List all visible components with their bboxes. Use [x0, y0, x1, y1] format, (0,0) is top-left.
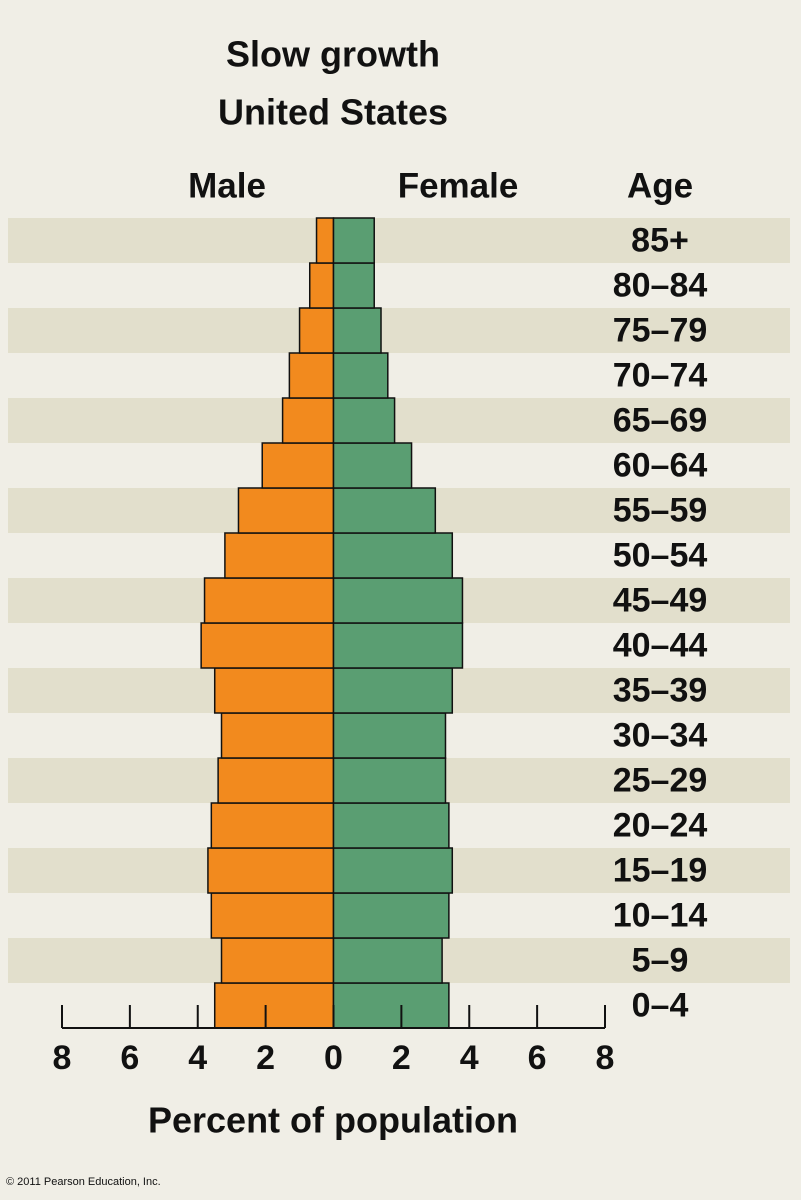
bar — [332, 352, 389, 399]
bar — [332, 712, 447, 759]
bar — [281, 397, 335, 444]
age-label: 5–9 — [632, 941, 689, 979]
bar — [332, 307, 382, 354]
bar — [332, 757, 447, 804]
chart-subtitle: United States — [218, 92, 448, 133]
age-label: 0–4 — [632, 986, 689, 1024]
age-label: 40–44 — [613, 626, 708, 664]
bar — [332, 577, 464, 624]
bar — [332, 667, 454, 714]
age-label: 75–79 — [613, 311, 708, 349]
bar — [288, 352, 335, 399]
x-tick-label: 6 — [528, 1039, 547, 1077]
x-tick-label: 6 — [120, 1039, 139, 1077]
x-tick-label: 2 — [256, 1039, 275, 1077]
bar — [332, 442, 413, 489]
bar — [207, 847, 335, 894]
x-tick-label: 4 — [460, 1039, 479, 1077]
legend-label: Female — [398, 166, 519, 205]
bar — [220, 937, 335, 984]
age-label: 20–24 — [613, 806, 708, 844]
age-label: 10–14 — [613, 896, 708, 934]
age-label: 30–34 — [613, 716, 708, 754]
x-tick-label: 2 — [392, 1039, 411, 1077]
row-stripe — [8, 398, 790, 443]
bar — [217, 757, 335, 804]
y-axis-label: Age — [627, 166, 693, 205]
bar — [332, 487, 437, 534]
age-label: 15–19 — [613, 851, 708, 889]
bar — [210, 802, 335, 849]
age-label: 70–74 — [613, 356, 708, 394]
age-label: 35–39 — [613, 671, 708, 709]
bar — [220, 712, 335, 759]
x-tick-label: 8 — [596, 1039, 615, 1077]
age-label: 85+ — [631, 221, 689, 259]
row-stripe — [8, 218, 790, 263]
bar — [308, 262, 335, 309]
legend-label: Male — [188, 166, 266, 205]
age-label: 60–64 — [613, 446, 708, 484]
bar — [224, 532, 335, 579]
bar — [332, 532, 454, 579]
bar — [203, 577, 335, 624]
bar — [332, 982, 450, 1029]
bar — [332, 622, 464, 669]
x-tick-label: 8 — [53, 1039, 72, 1077]
age-label: 65–69 — [613, 401, 708, 439]
copyright: © 2011 Pearson Education, Inc. — [6, 1176, 161, 1188]
bar — [298, 307, 335, 354]
bar — [332, 217, 375, 264]
row-stripe — [8, 308, 790, 353]
age-label: 25–29 — [613, 761, 708, 799]
bar — [332, 397, 396, 444]
chart-title: Slow growth — [226, 34, 440, 75]
bar — [332, 847, 454, 894]
x-axis-label: Percent of population — [148, 1100, 518, 1141]
age-label: 55–59 — [613, 491, 708, 529]
bar — [332, 262, 375, 309]
bar — [332, 937, 443, 984]
bar — [213, 667, 335, 714]
bar — [332, 892, 450, 939]
bar — [213, 982, 335, 1029]
bar — [237, 487, 335, 534]
age-label: 45–49 — [613, 581, 708, 619]
bar — [200, 622, 335, 669]
bar — [315, 217, 335, 264]
bar — [210, 892, 335, 939]
x-tick-label: 0 — [324, 1039, 343, 1077]
x-tick-label: 4 — [188, 1039, 207, 1077]
age-label: 50–54 — [613, 536, 708, 574]
bar — [261, 442, 335, 489]
age-label: 80–84 — [613, 266, 708, 304]
bar — [332, 802, 450, 849]
